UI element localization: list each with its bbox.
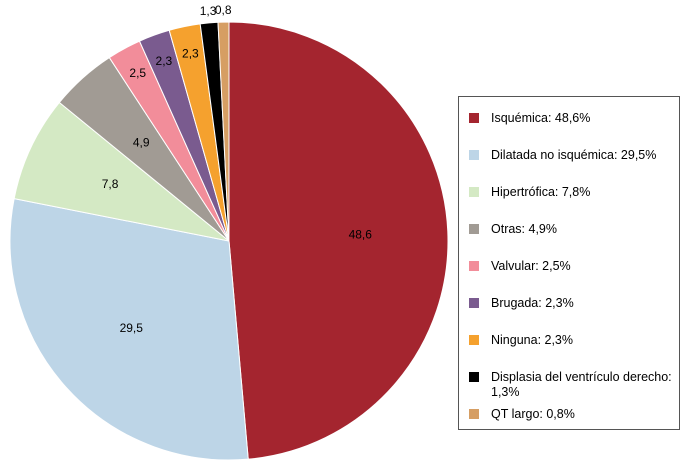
legend-item: QT largo: 0,8%: [469, 403, 679, 440]
data-label: 2,3: [156, 54, 173, 68]
legend-swatch: [469, 261, 479, 271]
legend-label: Hipertrófica: 7,8%: [491, 185, 591, 199]
legend-swatch: [469, 372, 479, 382]
legend-item: Brugada: 2,3%: [469, 292, 679, 329]
legend-label: Dilatada no isquémica: 29,5%: [491, 148, 657, 162]
legend-item: Dilatada no isquémica: 29,5%: [469, 144, 679, 181]
legend-swatch: [469, 409, 479, 419]
legend-label: Otras: 4,9%: [491, 222, 557, 236]
pie-slice: [13, 101, 230, 242]
legend: Isquémica: 48,6% Dilatada no isquémica: 2…: [458, 96, 680, 430]
legend-swatch: [469, 224, 479, 234]
legend-item: Ninguna: 2,3%: [469, 329, 679, 366]
legend-item: Displasia del ventrículo derecho: 1,3%: [469, 366, 679, 403]
data-label: 2,5: [129, 66, 146, 80]
data-label: 48,6: [349, 227, 373, 241]
pie-slice: [9, 198, 249, 460]
legend-swatch: [469, 187, 479, 197]
legend-label: Ninguna: 2,3%: [491, 333, 574, 347]
legend-label: Displasia del ventrículo derecho: 1,3%: [491, 370, 672, 399]
legend-item: Valvular: 2,5%: [469, 255, 679, 292]
legend-label: QT largo: 0,8%: [491, 407, 575, 421]
pie: 48,6 29,5 7,8 4,9 2,5 2,3 2,3 1,30,8: [9, 3, 449, 460]
data-label: 0,8: [215, 3, 232, 17]
data-label: 7,8: [102, 177, 119, 191]
pie-slice: [217, 21, 230, 242]
data-label: 2,3: [182, 47, 199, 61]
legend-swatch: [469, 150, 479, 160]
data-label: 29,5: [120, 321, 144, 335]
legend-label: Brugada: 2,3%: [491, 296, 574, 310]
data-label: 4,9: [133, 135, 150, 149]
pie-slice: [228, 21, 449, 460]
legend-swatch: [469, 113, 479, 123]
legend-swatch: [469, 298, 479, 308]
legend-item: Otras: 4,9%: [469, 218, 679, 255]
legend-swatch: [469, 335, 479, 345]
legend-item: Hipertrófica: 7,8%: [469, 181, 679, 218]
legend-label: Valvular: 2,5%: [491, 259, 571, 273]
legend-item: Isquémica: 48,6%: [469, 107, 679, 144]
legend-label: Isquémica: 48,6%: [491, 111, 591, 125]
data-label: 1,3: [200, 4, 217, 18]
